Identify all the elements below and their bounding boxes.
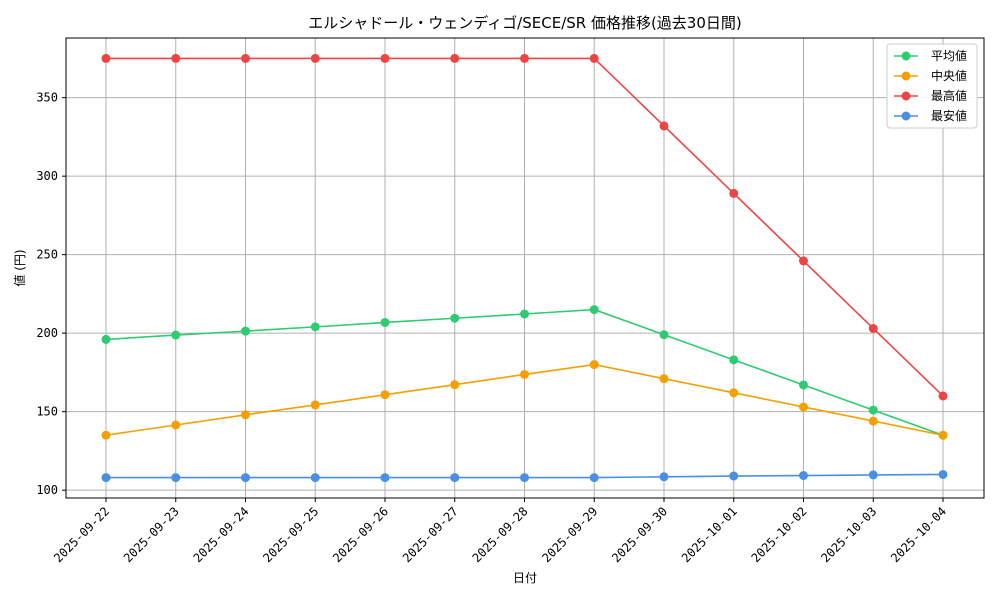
data-point [171,330,181,340]
data-point [868,416,878,426]
data-point [450,473,460,483]
data-point [310,53,320,63]
data-point [520,473,529,483]
data-point [589,305,599,315]
data-point [310,473,320,483]
data-point [380,53,390,63]
data-point [799,256,808,266]
data-point [729,388,739,398]
legend-marker [901,91,911,101]
data-point [241,53,250,63]
data-point [868,405,878,415]
data-point [799,380,808,390]
legend-label: 最安値 [931,108,967,123]
data-point [101,53,111,63]
data-point [520,369,529,379]
data-point [799,402,808,412]
series-lines [101,53,948,483]
legend-label: 平均値 [931,48,967,63]
data-point [659,472,669,482]
x-tick-label: 2025-09-26 [330,504,391,565]
legend-label: 中央値 [931,68,967,83]
y-tick-label: 150 [36,405,58,419]
data-point [310,400,320,410]
y-tick-label: 100 [36,483,58,497]
x-tick-label: 2025-09-30 [609,504,670,565]
data-point [450,313,460,323]
data-point [659,374,669,384]
data-point [589,53,599,63]
data-point [589,360,599,370]
x-tick-label: 2025-09-22 [51,504,112,565]
x-tick-label: 2025-10-03 [818,504,879,565]
data-point [729,188,739,198]
data-point [938,391,948,401]
data-point [241,410,250,420]
y-tick-label: 250 [36,248,58,262]
data-point [659,121,669,131]
x-tick-label: 2025-09-27 [400,504,461,565]
data-point [171,53,181,63]
data-point [450,380,460,390]
data-point [589,473,599,483]
y-tick-label: 300 [36,169,58,183]
x-tick-label: 2025-09-24 [191,504,252,565]
data-point [310,322,320,332]
x-tick-label: 2025-09-29 [539,504,600,565]
data-point [171,473,181,483]
data-point [729,471,739,481]
grid [66,38,984,498]
x-axis-label: 日付 [513,571,537,585]
data-point [380,317,390,327]
legend-marker [901,51,911,61]
x-axis-ticks: 2025-09-22 2025-09-23 2025-09-24 2025-09-25… [51,498,949,565]
x-tick-label: 2025-10-01 [679,504,740,565]
chart-title: エルシャドール・ウェンディゴ/SECE/SR 価格推移(過去30日間) [308,14,742,32]
y-axis-ticks: 100 150 200 250 300 350 [36,91,66,497]
x-tick-label: 2025-10-02 [749,504,810,565]
data-point [380,473,390,483]
y-tick-label: 350 [36,91,58,105]
data-point [729,355,739,365]
x-tick-label: 2025-09-25 [260,504,321,565]
data-point [938,469,948,479]
legend-label: 最高値 [931,88,967,103]
data-point [241,473,250,483]
y-axis-label: 値 (円) [12,249,27,286]
x-tick-label: 2025-10-04 [888,504,949,565]
data-point [101,473,111,483]
data-point [241,326,250,336]
data-point [520,53,529,63]
legend-box [886,43,978,129]
data-point [450,53,460,63]
data-point [938,430,948,440]
data-point [868,323,878,333]
data-point [868,470,878,480]
legend-marker [901,71,911,81]
data-point [799,471,808,481]
data-point [101,430,111,440]
x-tick-label: 2025-09-28 [470,504,531,565]
data-point [380,390,390,400]
data-point [659,330,669,340]
data-point [101,334,111,344]
x-tick-label: 2025-09-23 [121,504,182,565]
y-tick-label: 200 [36,326,58,340]
legend-marker [901,111,911,121]
data-point [171,420,181,430]
data-point [520,309,529,319]
